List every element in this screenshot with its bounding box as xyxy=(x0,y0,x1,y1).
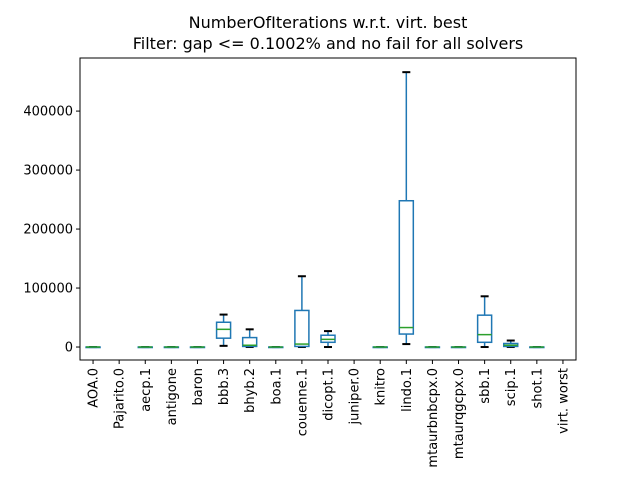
box-mtaurbnbcpx-0 xyxy=(424,346,441,349)
box-lindo-1 xyxy=(398,71,415,346)
x-axis: AOA.0 Pajarito.0 aecp.1 antigone baron bbb.3 b… xyxy=(87,360,571,468)
x-tick-label: mtaurqgcpx.0 xyxy=(452,368,467,459)
x-tick-label: bhyb.2 xyxy=(243,368,258,413)
y-axis: 0 100000 200000 300000 400000 xyxy=(23,105,80,356)
box-iqr xyxy=(241,336,258,348)
x-tick-label: AOA.0 xyxy=(87,368,102,408)
y-tick-label: 0 xyxy=(65,341,73,356)
box-iqr xyxy=(476,314,493,344)
x-tick-label: juniper.0 xyxy=(348,368,363,426)
x-tick-label: Pajarito.0 xyxy=(113,368,128,429)
x-tick-label: bbb.3 xyxy=(217,368,232,405)
x-tick-label: aecp.1 xyxy=(139,368,154,412)
box-scip-1 xyxy=(502,339,519,349)
x-tick-label: virt. worst xyxy=(556,368,571,434)
box-couenne-1 xyxy=(294,275,310,349)
box-boa-1 xyxy=(268,346,284,349)
plot-area xyxy=(79,57,577,361)
box-knitro xyxy=(372,346,388,349)
x-tick-label: sbb.1 xyxy=(478,368,493,404)
box-sbb-1 xyxy=(476,295,493,349)
boxes-group xyxy=(85,71,545,349)
box-baron xyxy=(189,346,206,349)
x-tick-label: dicopt.1 xyxy=(322,368,337,421)
box-mtaurqgcpx-0 xyxy=(450,346,467,349)
x-tick-label: scip.1 xyxy=(504,368,519,406)
y-tick-label: 100000 xyxy=(23,282,73,297)
x-tick-label: knitro xyxy=(374,368,389,406)
box-dicopt-1 xyxy=(320,330,336,349)
box-bbb-3 xyxy=(215,313,232,347)
box-aoa-0 xyxy=(85,346,101,349)
x-tick-label: boa.1 xyxy=(269,368,284,405)
y-tick-label: 200000 xyxy=(23,223,73,238)
box-antigone xyxy=(163,346,180,349)
box-iqr xyxy=(398,199,415,335)
x-tick-label: shot.1 xyxy=(530,368,545,408)
chart-subtitle: Filter: gap <= 0.1002% and no fail for a… xyxy=(133,34,523,53)
x-tick-label: lindo.1 xyxy=(400,368,415,412)
y-tick-label: 300000 xyxy=(23,164,73,179)
x-tick-label: couenne.1 xyxy=(295,368,310,436)
x-tick-label: baron xyxy=(191,368,206,405)
box-iqr xyxy=(215,321,232,339)
x-tick-label: antigone xyxy=(165,368,180,425)
chart-title: NumberOfIterations w.r.t. virt. best xyxy=(189,13,468,32)
box-iqr xyxy=(294,309,310,348)
box-shot-1 xyxy=(529,346,545,349)
x-tick-label: mtaurbnbcpx.0 xyxy=(426,368,441,468)
box-bhyb-2 xyxy=(241,328,258,349)
box-aecp-1 xyxy=(137,346,154,349)
y-tick-label: 400000 xyxy=(23,105,73,120)
